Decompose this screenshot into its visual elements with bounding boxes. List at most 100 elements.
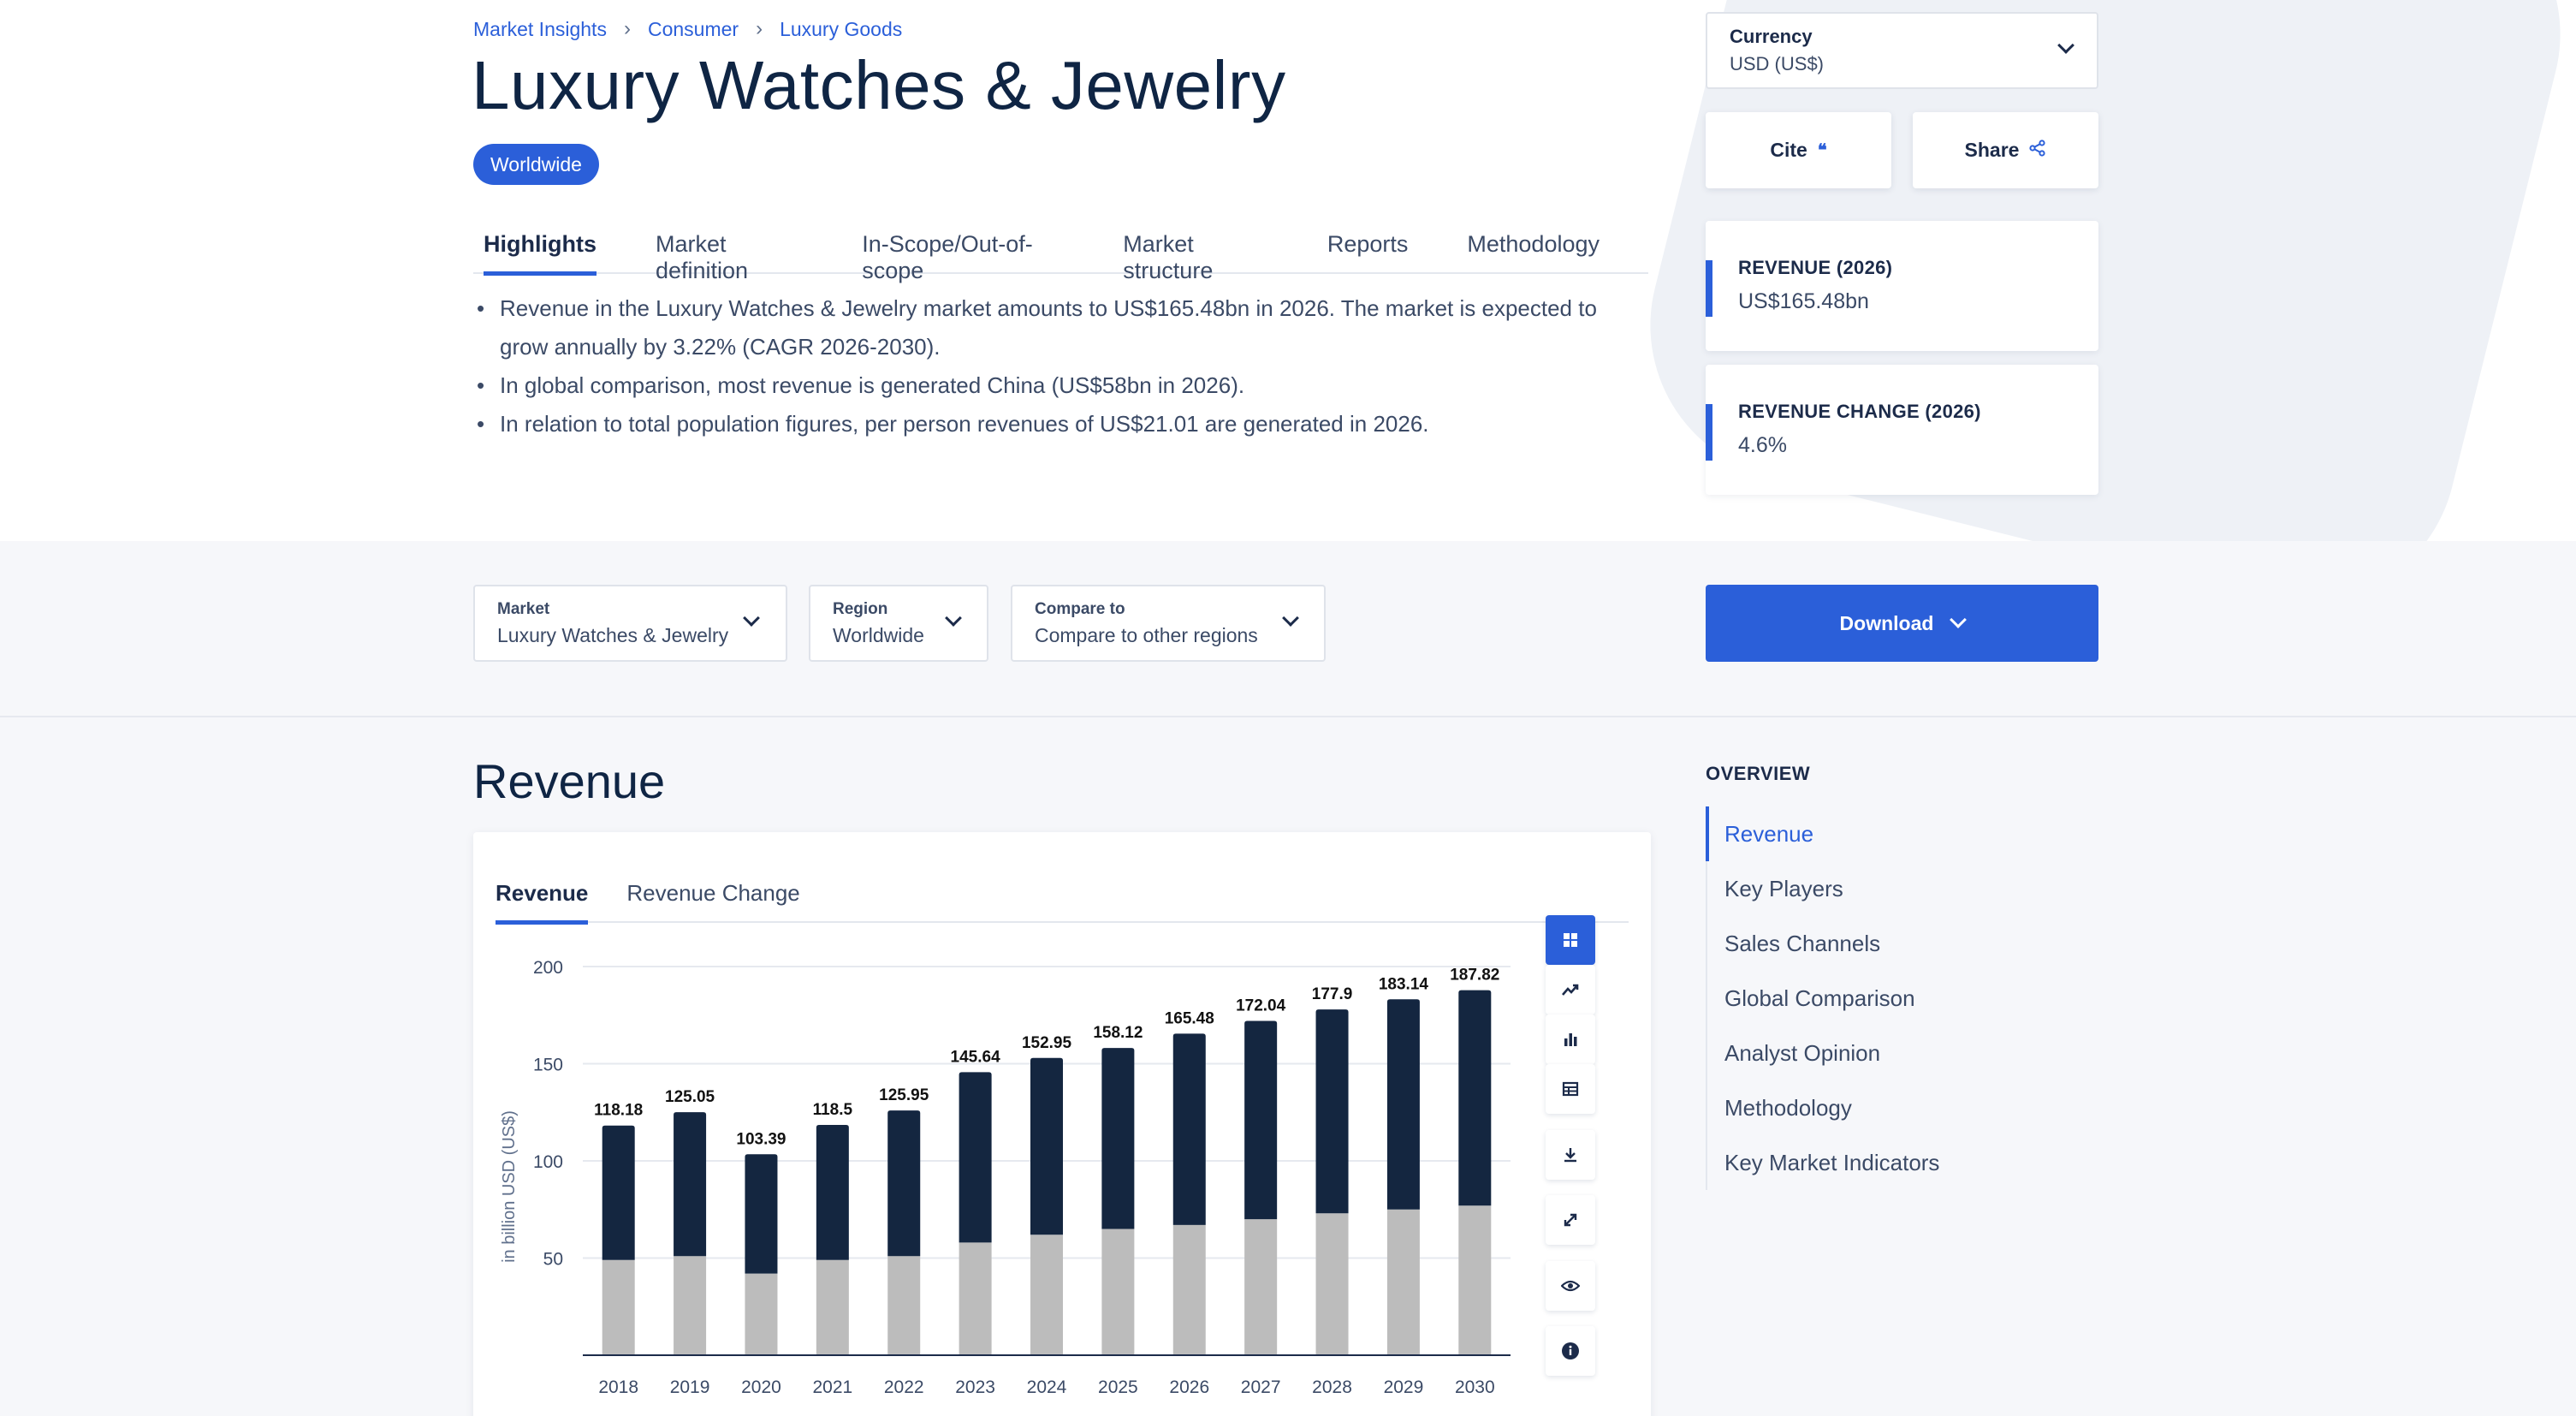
- bar-segment-upper: [674, 1112, 707, 1257]
- eye-icon[interactable]: [1546, 1261, 1595, 1311]
- x-tick-label: 2018: [598, 1377, 638, 1397]
- compare-value: Compare to other regions: [1035, 624, 1258, 646]
- highlight-item: In relation to total population figures,…: [477, 405, 1675, 443]
- bar-segment-lower: [745, 1273, 778, 1355]
- overview-nav: Revenue Key Players Sales Channels Globa…: [1706, 806, 2098, 1190]
- chevron-right-icon: ›: [756, 17, 763, 40]
- breadcrumb-market-insights[interactable]: Market Insights: [473, 17, 607, 40]
- bar-segment-upper: [1244, 1020, 1278, 1220]
- section-title-revenue: Revenue: [473, 754, 666, 808]
- x-tick-label: 2029: [1384, 1377, 1424, 1397]
- region-select[interactable]: Region Worldwide: [809, 585, 988, 662]
- y-tick-label: 100: [533, 1152, 563, 1172]
- revenue-bar-chart: 50 100 150 200 in billion USD (US$) 118.18 201…: [500, 958, 1511, 1397]
- grid-view-icon[interactable]: [1546, 915, 1595, 965]
- bar-segment-lower: [602, 1259, 635, 1355]
- kpi-revenue: REVENUE (2026) US$165.48bn: [1706, 221, 2098, 351]
- revenue-chart-card: Revenue Revenue Change 50 100 150 200 in bil…: [473, 832, 1651, 1416]
- kpi-revenue-change: REVENUE CHANGE (2026) 4.6%: [1706, 365, 2098, 495]
- currency-label: Currency: [1730, 26, 1813, 47]
- download-label: Download: [1839, 611, 1934, 634]
- data-label: 145.64: [951, 1048, 1001, 1066]
- header-section: Market Insights › Consumer › Luxury Good…: [0, 0, 2576, 541]
- page-title: Luxury Watches & Jewelry: [472, 47, 1286, 123]
- overview-item-analyst-opinion[interactable]: Analyst Opinion: [1724, 1039, 1881, 1066]
- overview-item-key-market-indicators[interactable]: Key Market Indicators: [1724, 1149, 1940, 1175]
- data-label: 118.18: [594, 1102, 643, 1120]
- compare-select[interactable]: Compare to Compare to other regions: [1011, 585, 1326, 662]
- tab-market-structure[interactable]: Market structure: [1123, 231, 1214, 283]
- data-label: 152.95: [1022, 1034, 1072, 1052]
- market-label: Market: [497, 600, 550, 618]
- expand-icon[interactable]: [1546, 1195, 1595, 1245]
- highlights-list: Revenue in the Luxury Watches & Jewelry …: [477, 289, 1675, 443]
- bar-chart-icon[interactable]: [1546, 1014, 1595, 1064]
- tab-in-scope[interactable]: In-Scope/Out-of-scope: [862, 231, 1033, 283]
- table-icon[interactable]: [1546, 1064, 1595, 1114]
- bar-segment-upper: [1030, 1057, 1063, 1235]
- currency-select[interactable]: Currency USD (US$): [1706, 12, 2098, 89]
- region-value: Worldwide: [833, 624, 924, 646]
- data-label: 183.14: [1379, 975, 1429, 993]
- highlight-item: Revenue in the Luxury Watches & Jewelry …: [477, 289, 1675, 366]
- chart-tab-revenue-change[interactable]: Revenue Change: [626, 880, 800, 906]
- data-label: 172.04: [1236, 997, 1286, 1014]
- data-label: 125.05: [665, 1088, 715, 1106]
- tab-methodology[interactable]: Methodology: [1467, 231, 1600, 257]
- section-divider: [0, 716, 2576, 717]
- breadcrumb-consumer[interactable]: Consumer: [647, 17, 739, 40]
- overview-item-revenue[interactable]: Revenue: [1706, 806, 2098, 861]
- cite-button[interactable]: Cite ❝: [1706, 112, 1891, 188]
- y-tick-label: 150: [533, 1056, 563, 1075]
- currency-value: USD (US$): [1730, 53, 1825, 74]
- region-badge[interactable]: Worldwide: [473, 144, 599, 185]
- data-label: 187.82: [1450, 967, 1499, 985]
- tab-reports[interactable]: Reports: [1327, 231, 1409, 257]
- share-button[interactable]: Share: [1913, 112, 2098, 188]
- quote-icon: ❝: [1817, 141, 1827, 160]
- x-tick-label: 2024: [1027, 1377, 1067, 1397]
- kpi-label: REVENUE (2026): [1738, 257, 1893, 278]
- download-icon[interactable]: [1546, 1130, 1595, 1180]
- overview-item-global-comparison[interactable]: Global Comparison: [1724, 985, 1915, 1011]
- kpi-label: REVENUE CHANGE (2026): [1738, 401, 1981, 422]
- breadcrumb-luxury-goods[interactable]: Luxury Goods: [780, 17, 903, 40]
- bar-segment-upper: [745, 1154, 778, 1274]
- cite-label: Cite: [1770, 139, 1807, 161]
- share-label: Share: [1964, 139, 2020, 161]
- tab-highlights[interactable]: Highlights: [473, 226, 607, 276]
- share-icon: [2029, 139, 2046, 162]
- content-tabs: Highlights Market definition In-Scope/Ou…: [473, 226, 1648, 283]
- market-select[interactable]: Market Luxury Watches & Jewelry: [473, 585, 787, 662]
- x-tick-label: 2030: [1455, 1377, 1495, 1397]
- bar-segment-upper: [1315, 1009, 1349, 1214]
- line-chart-icon[interactable]: [1546, 965, 1595, 1014]
- info-icon[interactable]: [1546, 1326, 1595, 1376]
- chart-tab-revenue[interactable]: Revenue: [496, 856, 589, 925]
- x-tick-label: 2028: [1312, 1377, 1352, 1397]
- highlight-item: In global comparison, most revenue is ge…: [477, 366, 1675, 405]
- kpi-accent-bar: [1706, 260, 1712, 317]
- chart-tabs: Revenue Revenue Change: [496, 856, 1629, 925]
- x-tick-label: 2019: [670, 1377, 710, 1397]
- kpi-accent-bar: [1706, 404, 1712, 461]
- bar-segment-lower: [1030, 1235, 1063, 1355]
- bar-segment-lower: [1386, 1209, 1420, 1355]
- overview-item-key-players[interactable]: Key Players: [1724, 875, 1843, 901]
- bar-segment-lower: [816, 1259, 849, 1355]
- overview-item-methodology[interactable]: Methodology: [1724, 1094, 1852, 1121]
- tab-market-definition[interactable]: Market definition: [655, 231, 749, 283]
- market-value: Luxury Watches & Jewelry: [497, 624, 729, 646]
- x-tick-label: 2021: [812, 1377, 852, 1397]
- bar-segment-lower: [959, 1242, 992, 1355]
- bar-segment-upper: [959, 1072, 992, 1243]
- data-label: 177.9: [1312, 985, 1353, 1003]
- data-label: 158.12: [1093, 1024, 1143, 1042]
- overview-item-sales-channels[interactable]: Sales Channels: [1724, 930, 1881, 956]
- bar-segment-lower: [674, 1256, 707, 1355]
- breadcrumb: Market Insights › Consumer › Luxury Good…: [473, 17, 902, 41]
- data-label: 103.39: [736, 1130, 786, 1148]
- download-button[interactable]: Download: [1706, 585, 2098, 662]
- bar-segment-lower: [1172, 1224, 1206, 1355]
- kpi-value: US$165.48bn: [1738, 289, 1869, 313]
